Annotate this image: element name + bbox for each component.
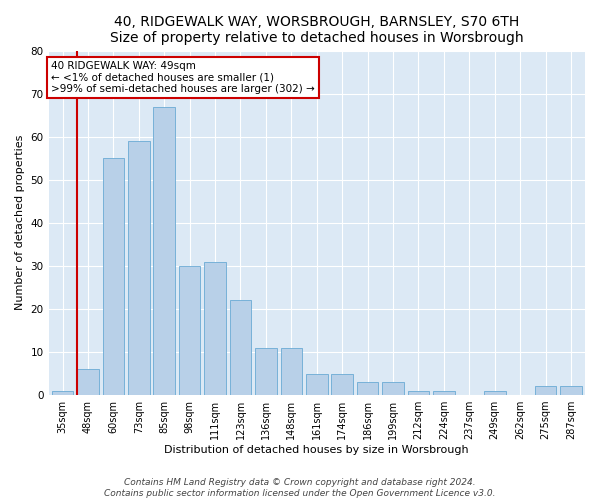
- Y-axis label: Number of detached properties: Number of detached properties: [15, 135, 25, 310]
- Bar: [331, 374, 353, 395]
- Bar: [306, 374, 328, 395]
- Bar: [128, 141, 149, 395]
- Bar: [204, 262, 226, 395]
- Bar: [357, 382, 379, 395]
- X-axis label: Distribution of detached houses by size in Worsbrough: Distribution of detached houses by size …: [164, 445, 469, 455]
- Bar: [179, 266, 200, 395]
- Text: 40 RIDGEWALK WAY: 49sqm
← <1% of detached houses are smaller (1)
>99% of semi-de: 40 RIDGEWALK WAY: 49sqm ← <1% of detache…: [51, 61, 315, 94]
- Bar: [103, 158, 124, 395]
- Bar: [230, 300, 251, 395]
- Bar: [255, 348, 277, 395]
- Title: 40, RIDGEWALK WAY, WORSBROUGH, BARNSLEY, S70 6TH
Size of property relative to de: 40, RIDGEWALK WAY, WORSBROUGH, BARNSLEY,…: [110, 15, 524, 45]
- Bar: [382, 382, 404, 395]
- Bar: [154, 106, 175, 395]
- Bar: [433, 391, 455, 395]
- Bar: [77, 369, 99, 395]
- Bar: [281, 348, 302, 395]
- Text: Contains HM Land Registry data © Crown copyright and database right 2024.
Contai: Contains HM Land Registry data © Crown c…: [104, 478, 496, 498]
- Bar: [407, 391, 429, 395]
- Bar: [535, 386, 556, 395]
- Bar: [484, 391, 506, 395]
- Bar: [560, 386, 582, 395]
- Bar: [52, 391, 73, 395]
